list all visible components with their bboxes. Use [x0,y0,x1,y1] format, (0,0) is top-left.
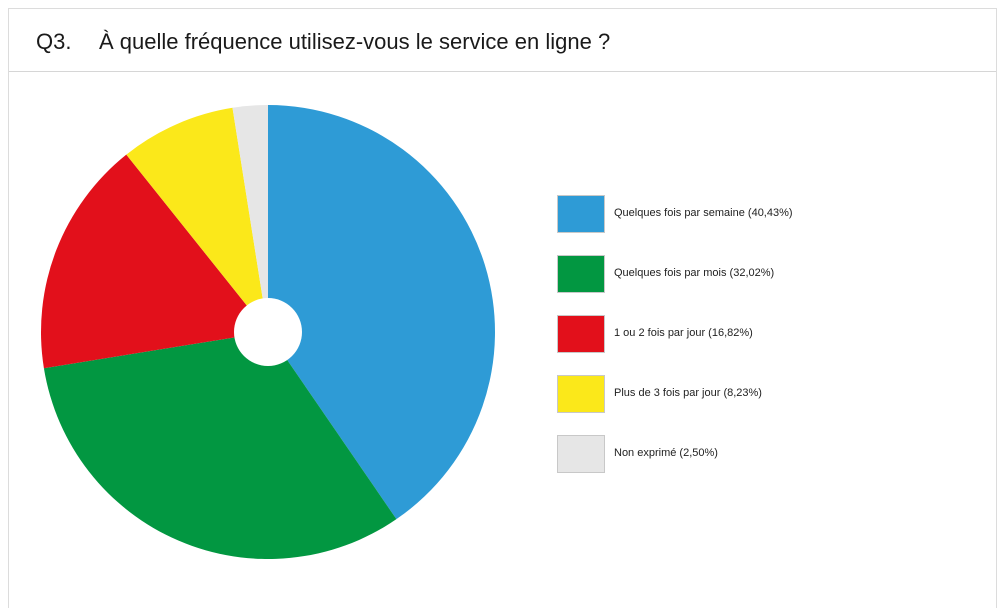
pie-chart [40,105,495,559]
legend-item-daily: 1 ou 2 fois par jour (16,82%) [557,315,977,357]
legend-item-multiple-daily: Plus de 3 fois par jour (8,23%) [557,375,977,417]
legend-item-weekly: Quelques fois par semaine (40,43%) [557,195,977,237]
legend-label: Quelques fois par mois (32,02%) [614,267,775,279]
legend-swatch [557,195,605,233]
legend-label: 1 ou 2 fois par jour (16,82%) [614,327,753,339]
question-number: Q3. [36,29,72,54]
legend-swatch [557,315,605,353]
question-title: À quelle fréquence utilisez-vous le serv… [99,29,611,54]
pie-slice-monthly [43,332,397,559]
donut-hole [234,298,302,366]
pie-slice-weekly [268,105,495,520]
legend-item-unexpressed: Non exprimé (2,50%) [557,435,977,477]
legend-item-monthly: Quelques fois par mois (32,02%) [557,255,977,297]
pie-slice-multiple-daily [126,107,268,333]
legend-swatch [557,375,605,413]
legend-swatch [557,255,605,293]
legend-label: Quelques fois par semaine (40,43%) [614,207,793,219]
question-header: Q3. À quelle fréquence utilisez-vous le … [9,9,996,72]
legend-label: Plus de 3 fois par jour (8,23%) [614,387,762,399]
pie-slice-unexpressed [232,105,268,332]
legend-label: Non exprimé (2,50%) [614,447,718,459]
pie-slice-daily [40,154,268,369]
legend-swatch [557,435,605,473]
